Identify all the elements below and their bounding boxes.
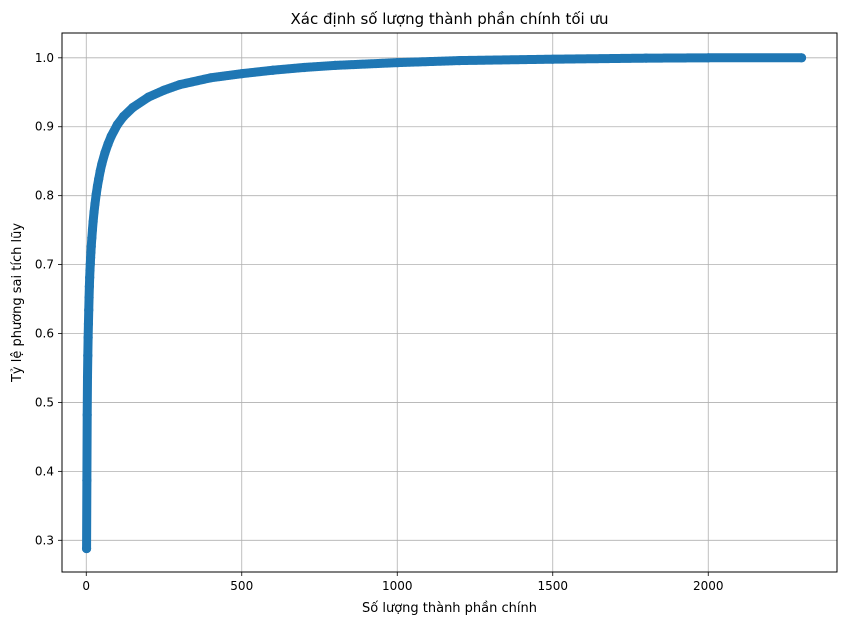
data-point	[84, 293, 94, 303]
data-point	[703, 53, 713, 63]
x-tick-label: 0	[82, 579, 90, 593]
chart-title: Xác định số lượng thành phần chính tối ư…	[291, 10, 609, 28]
data-point	[330, 60, 340, 70]
y-tick-label: 0.7	[35, 258, 54, 272]
data-series	[81, 53, 807, 554]
data-point	[548, 54, 558, 64]
data-point	[90, 199, 100, 209]
data-point	[83, 333, 93, 343]
data-point	[85, 273, 95, 283]
data-point	[91, 189, 101, 199]
data-point	[128, 102, 138, 113]
data-point	[82, 372, 93, 382]
data-point	[92, 181, 103, 191]
data-point	[159, 85, 169, 95]
data-point	[88, 217, 98, 227]
data-point	[454, 55, 465, 66]
data-point	[97, 159, 107, 169]
data-point	[143, 92, 154, 102]
y-tick-label: 0.5	[35, 395, 54, 409]
data-point	[103, 139, 113, 149]
data-point	[83, 319, 94, 329]
plot-frame	[61, 32, 838, 573]
data-point	[82, 410, 92, 420]
data-point	[87, 233, 97, 243]
x-tick-label: 1000	[382, 579, 413, 593]
grid	[62, 33, 837, 572]
y-tick-label: 0.9	[35, 120, 54, 134]
data-point	[174, 80, 185, 90]
data-point	[100, 148, 110, 158]
y-tick-label: 0.6	[35, 327, 54, 341]
data-point	[83, 350, 93, 361]
data-point	[268, 65, 278, 75]
data-point	[84, 282, 94, 292]
data-point	[84, 305, 94, 315]
x-tick-label: 1500	[537, 579, 568, 593]
data-point	[86, 242, 96, 252]
data-point	[392, 58, 402, 68]
x-axis-label: Số lượng thành phần chính	[362, 601, 537, 616]
data-point	[89, 207, 99, 217]
y-tick-label: 0.3	[35, 533, 54, 547]
y-tick-label: 0.8	[35, 189, 54, 203]
y-tick-label: 1.0	[35, 51, 54, 65]
data-point	[641, 53, 651, 63]
data-point	[95, 166, 105, 176]
y-tick-label: 0.4	[35, 464, 54, 478]
data-point	[299, 62, 309, 73]
x-tick-label: 500	[230, 579, 253, 593]
x-axis: 0 500 1000 1500 2000	[82, 572, 724, 593]
data-point	[237, 69, 247, 79]
data-point	[94, 174, 104, 184]
series-line	[85, 57, 802, 549]
data-point	[82, 475, 92, 485]
data-point	[112, 120, 122, 130]
data-point	[106, 131, 116, 141]
data-point	[796, 53, 807, 63]
data-point	[87, 224, 98, 235]
y-axis: 0.3 0.4 0.5 0.6 0.7 0.8 0.9 1.0	[35, 51, 62, 547]
data-point	[81, 543, 92, 554]
data-point	[206, 73, 216, 83]
dense-markers-band	[82, 53, 807, 554]
x-tick-label: 2000	[693, 579, 724, 593]
data-point	[118, 111, 129, 122]
y-axis-label: Tỷ lệ phương sai tích lũy	[10, 223, 25, 383]
